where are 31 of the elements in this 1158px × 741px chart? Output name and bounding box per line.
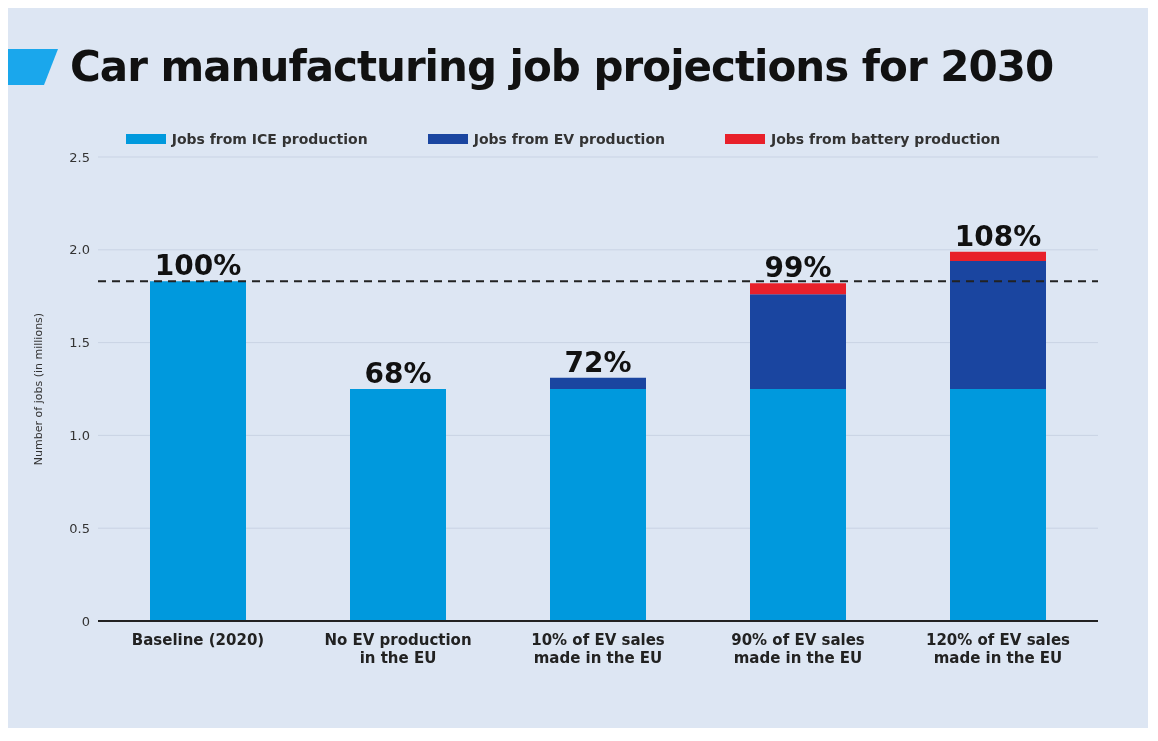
annotation: 100% (154, 249, 242, 283)
annotation: 108% (954, 219, 1042, 253)
chart-title: Car manufacturing job projections for 2030 (70, 42, 1054, 91)
bar (950, 389, 1046, 621)
x-tick-label: 10% of EV sales made in the EU (531, 631, 665, 667)
y-axis-title: Number of jobs (in millions) (31, 312, 45, 466)
y-tick-label: 0.5 (69, 520, 90, 536)
y-tick-label: 2.0 (69, 242, 90, 258)
y-tick-label: 0 (81, 613, 90, 629)
bar (350, 389, 446, 621)
annotation: 68% (364, 357, 432, 390)
x-tick-label: 120% of EV sales made in the EU (926, 631, 1071, 667)
y-tick-label: 1.0 (69, 428, 90, 444)
bar (750, 389, 846, 621)
bar (550, 377, 646, 389)
x-tick-label: 90% of EV sales made in the EU (731, 631, 865, 667)
legend-label: Jobs from battery production (769, 131, 1001, 147)
annotation: 72% (564, 345, 632, 379)
bar (950, 251, 1046, 261)
legend-label: Jobs from ICE production (170, 131, 368, 147)
y-tick-label: 2.5 (69, 149, 90, 165)
bar (150, 281, 246, 621)
x-tick-label: Baseline (2020) (131, 631, 265, 649)
legend-label: Jobs from EV production (472, 131, 665, 147)
y-tick-label: 1.5 (69, 335, 90, 351)
annotation: 99% (764, 251, 832, 285)
bar (550, 389, 646, 621)
x-tick-label: No EV production in the EU (324, 631, 472, 667)
bar (750, 283, 846, 295)
bar (750, 294, 846, 389)
bar (950, 260, 1046, 389)
